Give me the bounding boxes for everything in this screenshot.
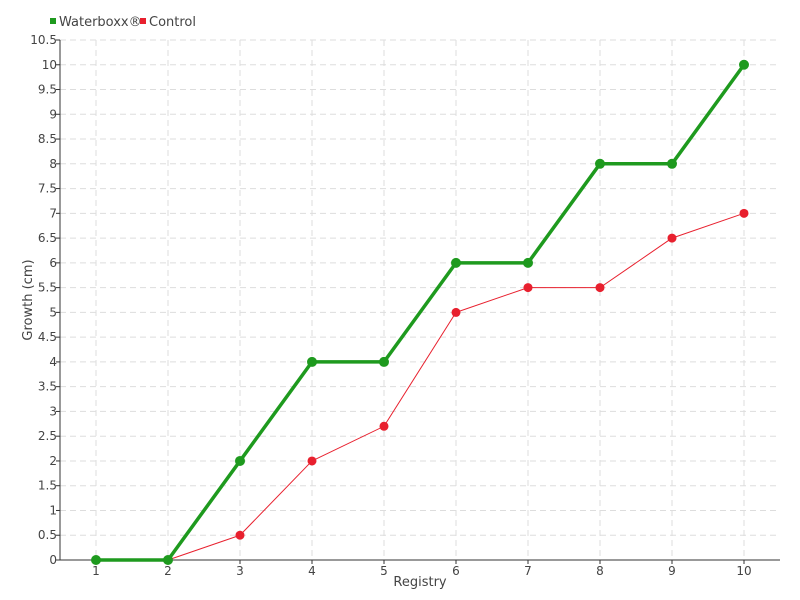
data-point-control[interactable]	[523, 283, 533, 293]
y-tick-label: 6.5	[38, 231, 57, 245]
data-point-control[interactable]	[739, 208, 749, 218]
y-tick-label: 1	[49, 503, 57, 517]
y-tick-label: 8	[49, 157, 57, 171]
tick-labels: 0 0.5 1 1.5 2 2.5 3 3.5 4 4.5 5 5.5 6 6.5 7 7.5 8 8.5 9 9.5…	[30, 33, 751, 578]
y-tick-label: 10.5	[30, 33, 57, 47]
data-point-waterboxx[interactable]	[595, 158, 605, 169]
legend-swatch-waterboxx	[50, 18, 56, 24]
x-axis-title: Registry	[393, 575, 447, 590]
legend-label-waterboxx: Waterboxx®	[59, 15, 142, 30]
x-tick-label: 6	[452, 564, 460, 578]
y-tick-label: 4	[49, 355, 57, 369]
y-tick-label: 5.5	[38, 281, 57, 295]
y-axis-title: Growth (cm)	[21, 259, 36, 340]
y-tick-label: 1.5	[38, 479, 57, 493]
data-point-waterboxx[interactable]	[739, 59, 749, 70]
y-tick-label: 3.5	[38, 380, 57, 394]
data-point-control[interactable]	[379, 421, 389, 431]
y-tick-label: 7.5	[38, 182, 57, 196]
x-tick-label: 3	[236, 564, 244, 578]
y-tick-label: 9.5	[38, 83, 57, 97]
y-tick-label: 5	[49, 305, 57, 319]
series	[91, 59, 749, 565]
series-waterboxx	[91, 59, 749, 565]
x-tick-label: 9	[668, 564, 676, 578]
data-point-control[interactable]	[307, 456, 317, 466]
y-tick-label: 6	[49, 256, 57, 270]
series-line-waterboxx	[96, 63, 746, 562]
grid	[60, 39, 780, 560]
data-point-waterboxx[interactable]	[451, 257, 461, 268]
legend-label-control: Control	[149, 15, 196, 30]
legend-item-control[interactable]: Control	[140, 15, 196, 30]
y-tick-label: 0.5	[38, 528, 57, 542]
x-tick-label: 7	[524, 564, 532, 578]
x-tick-label: 2	[164, 564, 172, 578]
axes	[56, 39, 780, 564]
y-tick-label: 2.5	[38, 429, 57, 443]
x-tick-label: 8	[596, 564, 604, 578]
y-tick-label: 9	[49, 107, 57, 121]
y-tick-label: 3	[49, 404, 57, 418]
y-tick-label: 10	[42, 58, 57, 72]
series-line-control	[96, 212, 745, 561]
x-tick-label: 1	[92, 564, 100, 578]
data-point-control[interactable]	[235, 530, 245, 540]
data-point-control[interactable]	[667, 233, 677, 243]
legend-item-waterboxx[interactable]: Waterboxx®	[50, 15, 142, 30]
data-point-waterboxx[interactable]	[235, 455, 245, 466]
y-tick-label: 8.5	[38, 132, 57, 146]
y-tick-label: 0	[49, 553, 57, 567]
x-tick-label: 5	[380, 564, 388, 578]
data-point-waterboxx[interactable]	[307, 356, 317, 367]
data-point-control[interactable]	[595, 283, 605, 293]
x-tick-label: 10	[736, 564, 751, 578]
legend: Waterboxx® Control	[50, 15, 196, 30]
data-point-waterboxx[interactable]	[523, 257, 533, 268]
data-point-waterboxx[interactable]	[667, 158, 677, 169]
data-point-waterboxx[interactable]	[91, 555, 101, 565]
data-point-control[interactable]	[451, 307, 461, 317]
y-tick-label: 2	[49, 454, 57, 468]
x-tick-label: 4	[308, 564, 316, 578]
y-tick-label: 4.5	[38, 330, 57, 344]
data-point-waterboxx[interactable]	[163, 555, 173, 565]
data-point-waterboxx[interactable]	[379, 356, 389, 367]
y-tick-label: 7	[49, 206, 57, 220]
legend-swatch-control	[140, 18, 146, 24]
